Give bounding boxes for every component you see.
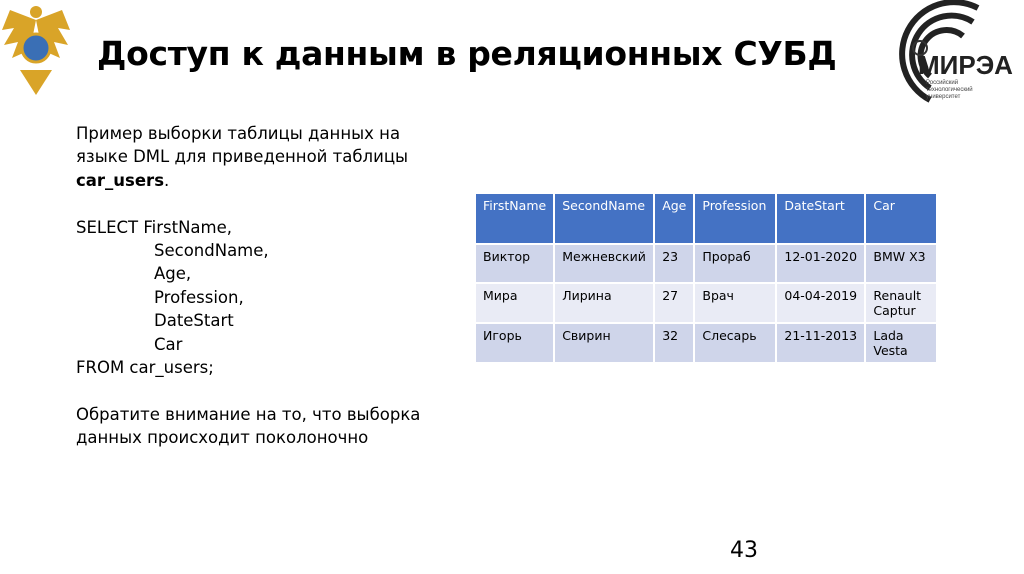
table-header-row: FirstName SecondName Age Profession Date… — [476, 194, 937, 243]
table-cell: Прораб — [695, 245, 776, 282]
sql-line: SecondName, — [154, 241, 269, 261]
note-line: данных происходит поколоночно — [76, 428, 369, 448]
column-header: Profession — [695, 194, 776, 243]
column-header: SecondName — [555, 194, 654, 243]
table-cell: Мира — [476, 284, 554, 322]
table-cell: 12-01-2020 — [777, 245, 865, 282]
svg-text:Российский: Российский — [926, 79, 958, 86]
page-number: 43 — [730, 538, 758, 563]
sql-line: SELECT FirstName, — [76, 217, 233, 237]
table-row: Мира Лирина 27 Врач 04-04-2019 Renault C… — [476, 284, 937, 322]
slide-title: Доступ к данным в реляционных СУБД — [97, 34, 837, 73]
intro-line: Пример выборки таблицы данных на — [76, 124, 401, 143]
table-cell: BMW X3 — [866, 245, 937, 282]
mirea-logo: МИРЭА Российский технологический универс… — [899, 0, 1013, 103]
column-header: FirstName — [476, 194, 554, 243]
table-row: Виктор Межневский 23 Прораб 12-01-2020 B… — [476, 245, 937, 282]
table-cell: Слесарь — [695, 324, 776, 362]
table-cell: Renault Captur — [866, 284, 937, 322]
table-cell: 27 — [655, 284, 694, 322]
column-header: DateStart — [777, 194, 865, 243]
car-users-table: FirstName SecondName Age Profession Date… — [474, 192, 938, 364]
column-header: Age — [655, 194, 694, 243]
note-line: Обратите внимание на то, что выборка — [76, 404, 421, 424]
sql-line: FROM car_users; — [76, 358, 214, 378]
sql-line: Age, — [154, 264, 192, 284]
table-cell: Lada Vesta — [866, 324, 937, 362]
ministry-emblem — [2, 6, 70, 95]
svg-text:технологический: технологический — [926, 86, 973, 93]
table-cell: Игорь — [476, 324, 554, 362]
table-cell: Врач — [695, 284, 776, 322]
intro-line: языке DML для приведенной таблицы — [76, 147, 409, 167]
sql-line: Profession, — [154, 287, 244, 307]
table-cell: 32 — [655, 324, 694, 362]
table-cell: Межневский — [555, 245, 654, 282]
table-cell: 23 — [655, 245, 694, 282]
svg-text:МИРЭА: МИРЭА — [918, 50, 1013, 80]
svg-text:университет: университет — [926, 94, 961, 100]
table-cell: Свирин — [555, 324, 654, 362]
table-row: Игорь Свирин 32 Слесарь 21-11-2013 Lada … — [476, 324, 937, 362]
table-cell: Виктор — [476, 245, 554, 282]
sql-line: DateStart — [154, 311, 234, 331]
table-cell: 21-11-2013 — [777, 324, 865, 362]
table-name: car_users — [76, 170, 165, 190]
column-header: Car — [866, 194, 937, 243]
slide-body: Пример выборки таблицы данных на языке D… — [76, 122, 456, 450]
table-cell: Лирина — [555, 284, 654, 322]
sql-line: Car — [154, 334, 183, 354]
table-cell: 04-04-2019 — [777, 284, 865, 322]
